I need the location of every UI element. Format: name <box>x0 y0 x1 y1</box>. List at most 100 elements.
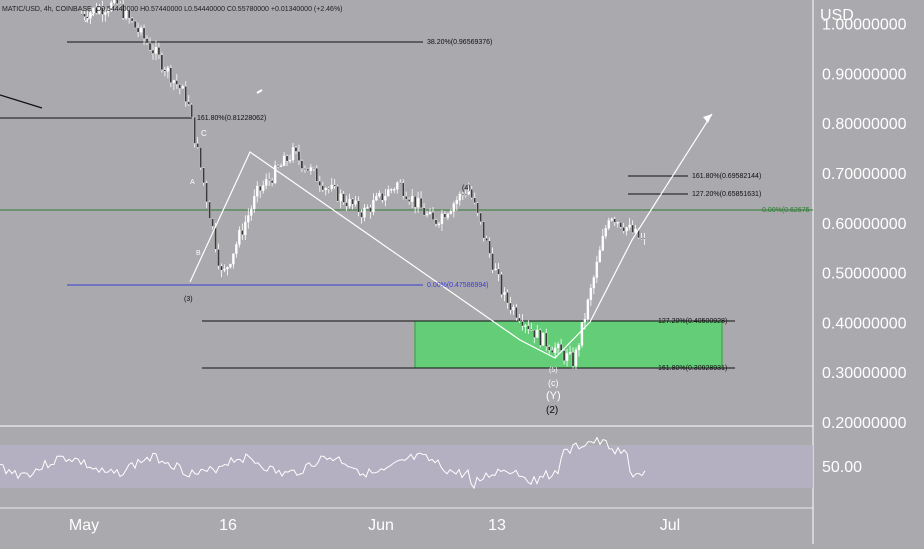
candle-body <box>545 332 548 347</box>
price-tick-label: 0.90000000 <box>822 66 907 83</box>
candle-body <box>390 189 393 191</box>
candle-body <box>273 165 277 184</box>
wave-label-3: (3) <box>184 296 193 303</box>
candle-body <box>333 184 336 187</box>
candle-body <box>259 185 262 191</box>
candle-body <box>267 179 271 181</box>
candle-body <box>160 54 164 70</box>
candle-body <box>568 352 572 354</box>
candle-body <box>157 47 161 55</box>
candle-body <box>589 287 593 301</box>
candle-body <box>479 212 482 222</box>
candle-body <box>294 147 298 152</box>
candle-body <box>512 306 515 311</box>
candle-body <box>533 330 536 338</box>
candle-body <box>539 329 542 346</box>
candle-body <box>279 165 283 168</box>
candle-body <box>142 27 146 39</box>
candle-body <box>446 213 450 218</box>
candle-body <box>491 253 494 271</box>
candle-body <box>336 186 339 202</box>
candle-body <box>136 27 140 33</box>
fib-label-0-green: 0.00%(0.62675 <box>762 207 810 214</box>
candle-body <box>327 188 330 190</box>
candle-body <box>467 188 470 195</box>
candle-body <box>148 42 152 51</box>
candle-body <box>402 182 405 197</box>
candle-body <box>643 237 646 240</box>
fib-label-161-8-right: 161.80%(0.69582144) <box>692 173 761 180</box>
candle-body <box>110 2 113 11</box>
candle-body <box>172 80 176 83</box>
candle-body <box>154 47 158 54</box>
candle-body <box>640 237 643 240</box>
candle-body <box>559 344 563 351</box>
candle-body <box>202 167 205 184</box>
candle-body <box>372 200 375 213</box>
candle-body <box>577 345 581 351</box>
candle-body <box>506 292 509 304</box>
candle-body <box>363 207 366 218</box>
candle-body <box>238 230 241 245</box>
candle-body <box>166 67 170 72</box>
candle-body <box>220 265 223 271</box>
candle-body <box>187 101 190 105</box>
price-tick-label: 0.50000000 <box>822 266 907 283</box>
candle-body <box>348 198 351 207</box>
candle-body <box>357 200 360 213</box>
arrow-head <box>703 114 712 123</box>
candle-body <box>130 17 134 22</box>
candle-body <box>595 261 599 278</box>
candle-body <box>515 306 518 319</box>
candle-body <box>604 228 607 237</box>
candle-body <box>419 197 423 208</box>
candle-body <box>407 199 411 202</box>
candle-body <box>464 194 467 196</box>
candle-body <box>470 188 473 198</box>
candle-body <box>586 299 590 320</box>
candle-body <box>199 147 202 168</box>
candle-body <box>613 218 616 223</box>
candle-body <box>527 325 530 330</box>
candle-body <box>399 182 402 184</box>
candle-body <box>205 182 208 203</box>
candle-body <box>497 268 500 275</box>
candle-body <box>616 222 619 224</box>
candle-body <box>270 180 274 184</box>
candle-body <box>634 228 637 233</box>
fib-label-161-8-left: 161.80%(0.81228062) <box>197 115 266 122</box>
candle-body <box>461 193 464 196</box>
candle-body <box>324 188 327 191</box>
candle-body <box>181 86 184 89</box>
candle-body <box>521 321 524 327</box>
candle-body <box>366 207 369 209</box>
candle-body <box>565 353 569 361</box>
candle-body <box>282 155 286 166</box>
candle-body <box>330 184 333 189</box>
candle-body <box>580 322 584 346</box>
wave-path-lines[interactable] <box>189 113 713 359</box>
time-tick-label: 16 <box>219 517 237 534</box>
candles-group <box>80 0 646 370</box>
candle-body <box>133 20 137 29</box>
time-axis[interactable]: May 16 Jun 13 Jul <box>69 517 680 534</box>
candle-body <box>571 352 575 367</box>
candle-body <box>494 268 497 271</box>
candle-body <box>262 185 265 191</box>
candle-body <box>113 0 116 3</box>
candle-body <box>86 16 89 19</box>
price-axis[interactable]: 1.00000000 0.90000000 0.80000000 0.70000000… <box>822 17 907 432</box>
candle-body <box>124 9 128 19</box>
candle-body <box>542 332 545 346</box>
rsi-line[interactable] <box>0 436 646 490</box>
small-white-mark <box>256 89 263 94</box>
trendline-top-left[interactable] <box>0 94 43 109</box>
candle-body <box>312 167 316 169</box>
ohlc-text: O0.54440000 H0.57440000 L0.54440000 C0.5… <box>96 6 343 13</box>
fib-label-38-2: 38.20%(0.96569376) <box>427 39 492 46</box>
candle-body <box>92 7 95 13</box>
candle-body <box>139 27 143 33</box>
candle-body <box>360 211 363 218</box>
candle-body <box>315 167 319 182</box>
